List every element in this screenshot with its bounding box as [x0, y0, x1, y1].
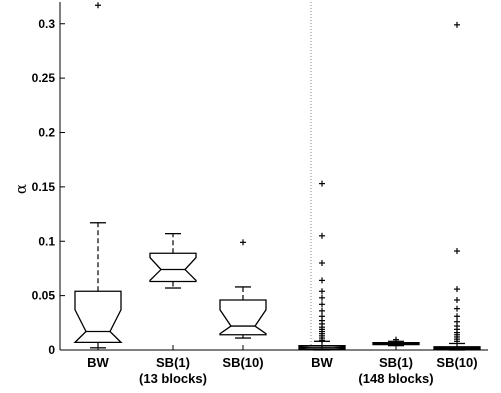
- box-body: [372, 341, 420, 346]
- outlier-point: [95, 2, 101, 9]
- outlier-point: [454, 21, 460, 28]
- y-axis-label: α: [12, 184, 30, 194]
- y-tick-label: 0.2: [38, 126, 55, 140]
- y-tick-label: 0.05: [32, 289, 56, 303]
- box: [433, 21, 481, 351]
- x-tick-label: SB(1): [379, 355, 413, 370]
- box-group: [298, 21, 481, 351]
- outlier-point: [319, 232, 325, 239]
- box: [73, 2, 123, 349]
- y-tick-label: 0.15: [32, 180, 56, 194]
- outlier-point: [319, 180, 325, 187]
- outlier-point: [454, 286, 460, 293]
- x-tick-label: SB(1): [156, 355, 190, 370]
- box-body: [73, 290, 123, 344]
- box-body: [149, 252, 197, 283]
- outlier-point: [454, 305, 460, 312]
- outlier-point: [454, 296, 460, 303]
- outlier-point: [454, 313, 460, 320]
- box: [219, 239, 267, 339]
- axes: 0 0.05 0.1 0.15 0.2 0.25 0.3 BW SB(1) SB(10) (13 b…: [32, 2, 488, 386]
- outlier-point: [319, 301, 325, 308]
- box-body: [433, 346, 481, 350]
- outlier-point: [319, 313, 325, 320]
- y-tick-label: 0.1: [38, 234, 55, 248]
- outlier-point: [454, 318, 460, 325]
- group-label: (13 blocks): [139, 371, 207, 386]
- box-group: [73, 2, 267, 349]
- outlier-point: [319, 260, 325, 266]
- box: [149, 232, 197, 289]
- outlier-point: [319, 288, 325, 295]
- x-tick-label: SB(10): [222, 355, 263, 370]
- box: [372, 336, 420, 347]
- outlier-point: [454, 248, 460, 255]
- x-tick-label: SB(10): [436, 355, 477, 370]
- y-tick-label: 0.25: [32, 71, 56, 85]
- plot-area: [73, 2, 481, 351]
- outlier-point: [319, 277, 325, 284]
- outlier-point: [240, 239, 246, 246]
- outlier-point: [393, 336, 399, 343]
- box: [298, 180, 346, 351]
- y-tick-label: 0.3: [38, 17, 55, 31]
- x-tick-label: BW: [87, 355, 109, 370]
- box-body: [298, 345, 346, 350]
- outlier-point: [319, 294, 325, 301]
- y-tick-label: 0: [48, 343, 55, 357]
- x-tick-label: BW: [311, 355, 333, 370]
- group-label: (148 blocks): [358, 371, 433, 386]
- box-body: [219, 299, 267, 336]
- outlier-point: [319, 307, 325, 314]
